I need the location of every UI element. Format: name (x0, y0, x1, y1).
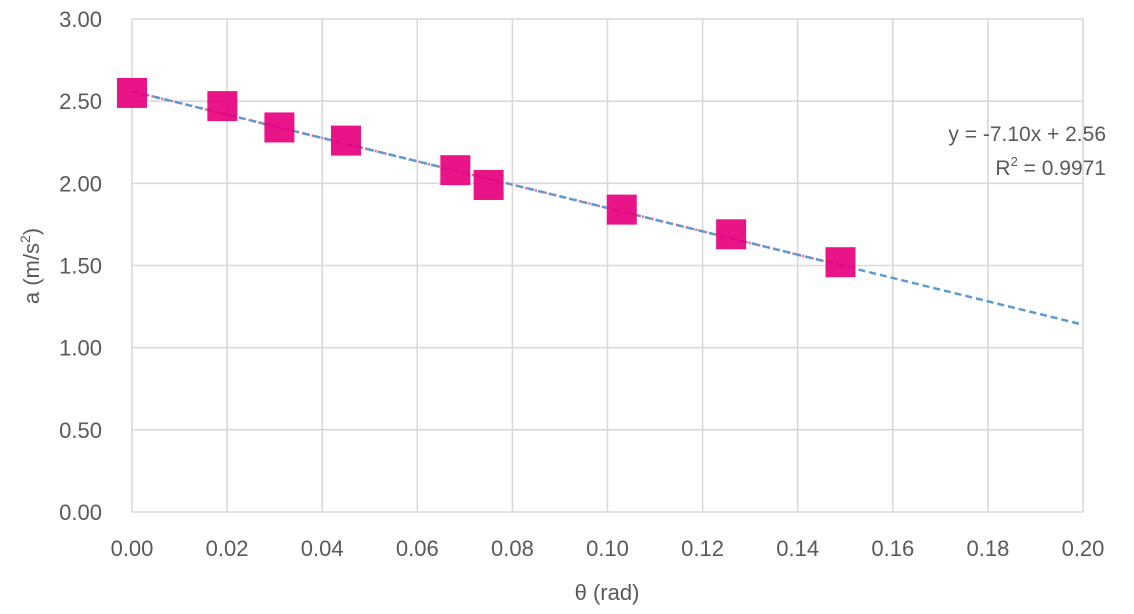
data-point (716, 219, 747, 250)
data-points (117, 77, 856, 278)
r-squared-letter: R (995, 157, 1010, 180)
x-axis-title: θ (rad) (575, 580, 640, 605)
trendline-r-squared: R2 = 0.9971 (995, 154, 1106, 180)
y-tick-label: 1.50 (59, 254, 102, 279)
y-axis-title-suffix: ) (19, 228, 44, 235)
gridlines (131, 18, 1084, 513)
data-point (330, 125, 361, 156)
x-tick-label: 0.06 (396, 536, 439, 561)
x-tick-label: 0.10 (586, 536, 629, 561)
x-tick-label: 0.02 (206, 536, 249, 561)
x-tick-label: 0.14 (776, 536, 819, 561)
x-tick-label: 0.16 (871, 536, 914, 561)
data-point (606, 194, 637, 225)
y-tick-label: 0.00 (59, 500, 102, 525)
x-tick-label: 0.00 (111, 536, 154, 561)
r-squared-superscript: 2 (1011, 154, 1018, 169)
data-point (473, 169, 504, 200)
x-axis-tick-labels: 0.00 0.02 0.04 0.06 0.08 0.10 0.12 0.14 0.16 0.18… (111, 536, 1105, 561)
data-point (825, 247, 856, 278)
y-tick-label: 2.00 (59, 171, 102, 196)
data-point (117, 77, 147, 108)
data-point (207, 91, 238, 122)
x-tick-label: 0.04 (301, 536, 344, 561)
x-tick-label: 0.08 (491, 536, 534, 561)
y-tick-label: 1.00 (59, 336, 102, 361)
y-tick-label: 3.00 (59, 7, 102, 32)
x-tick-label: 0.18 (966, 536, 1009, 561)
trendline-equation: y = -7.10x + 2.56 (948, 123, 1106, 146)
data-point (440, 155, 471, 186)
r-squared-value: = 0.9971 (1018, 157, 1106, 180)
y-tick-label: 2.50 (59, 89, 102, 114)
data-point (264, 112, 295, 143)
y-axis-title-superscript: 2 (17, 235, 33, 243)
y-tick-label: 0.50 (59, 418, 102, 443)
x-tick-label: 0.12 (681, 536, 724, 561)
y-axis-tick-labels: 0.00 0.50 1.00 1.50 2.00 2.50 3.00 (59, 7, 102, 525)
x-tick-label: 0.20 (1062, 536, 1105, 561)
y-axis-title-text: a (m/s (19, 243, 44, 304)
y-axis-title: a (m/s2) (17, 228, 44, 304)
